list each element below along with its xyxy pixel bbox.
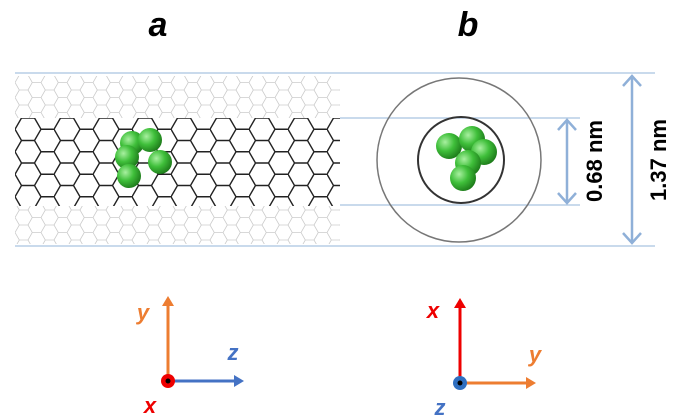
dimension-label: 0.68 nm xyxy=(582,120,607,202)
axis-label: x xyxy=(426,298,440,323)
axis-label: x xyxy=(143,393,157,417)
axis-label: y xyxy=(528,342,543,367)
molecule xyxy=(436,126,497,191)
axis-label: y xyxy=(136,300,151,325)
figure: a b 0.68 nm 1.37 nm xyxy=(0,0,686,417)
axis-label: z xyxy=(227,340,239,365)
panel-label: b xyxy=(458,6,479,44)
inner-tube xyxy=(15,118,340,206)
axes-b xyxy=(453,298,536,390)
panel-label: a xyxy=(149,6,168,44)
axis-label: z xyxy=(434,395,446,417)
dimension-label: 1.37 nm xyxy=(646,119,671,201)
